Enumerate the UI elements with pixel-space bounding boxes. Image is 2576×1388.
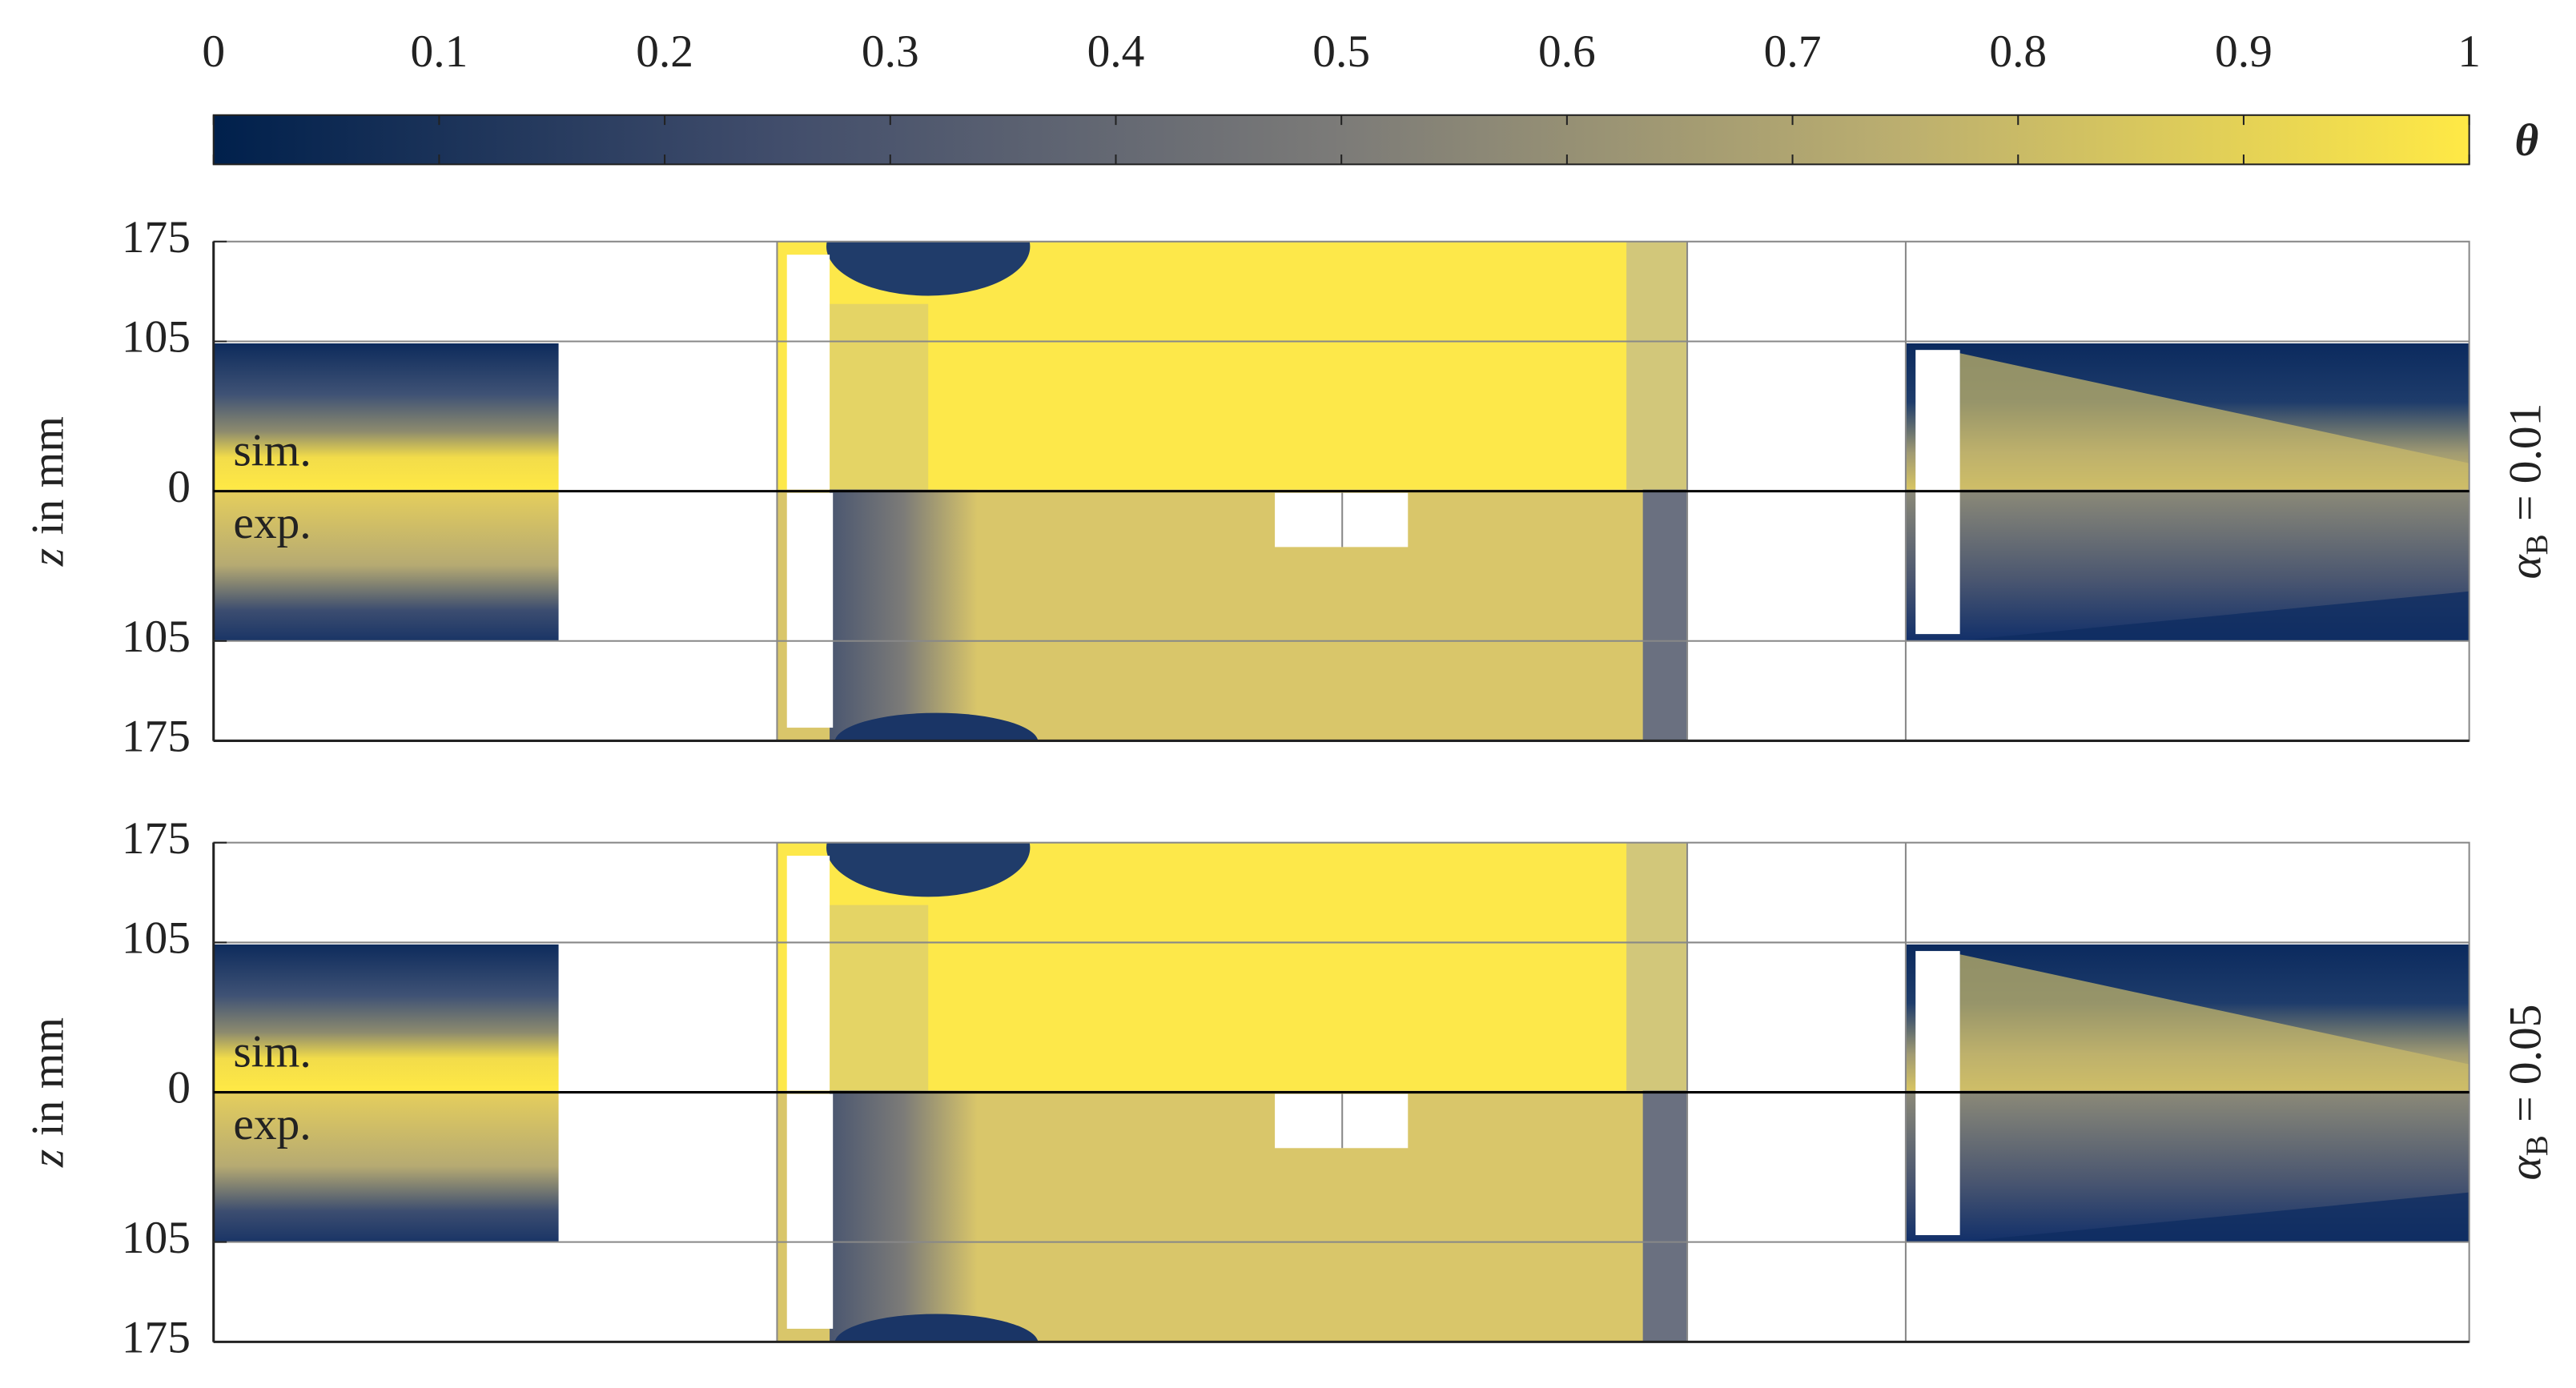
y-tick-label: 105	[122, 1213, 191, 1263]
colorbar-tick-label: 0.1	[411, 26, 468, 77]
y-tick-label: 105	[122, 612, 191, 662]
y-tick-label: 0	[167, 1063, 191, 1113]
colorbar-tick-label: 0.6	[1538, 26, 1596, 77]
annotation: sim.	[233, 426, 311, 476]
y-axis-label: z in mm	[23, 416, 74, 567]
y-tick-label: 175	[122, 1313, 191, 1363]
row-label-subscript: B	[2520, 1135, 2554, 1156]
colorbar-tick-label: 0.8	[1989, 26, 2047, 77]
row-label: αB = 0.05	[2501, 1005, 2554, 1181]
row-label: αB = 0.01	[2501, 403, 2554, 580]
row-label-symbol: α	[2501, 554, 2551, 580]
colorbar-tick-label: 0.2	[636, 26, 693, 77]
y-tick-label: 175	[122, 212, 191, 263]
row-label-symbol: α	[2501, 1154, 2551, 1180]
annotation: exp.	[233, 1099, 311, 1149]
y-axis-label: z in mm	[23, 1017, 74, 1168]
colorbar-tick-label: 0.5	[1312, 26, 1370, 77]
annotation: sim.	[233, 1027, 311, 1077]
colorbar-tick-label: 0	[202, 26, 225, 77]
y-label-text: in mm	[23, 1017, 74, 1136]
y-label-symbol: z	[23, 1149, 74, 1168]
y-tick-label: 175	[122, 813, 191, 864]
row-label-text: = 0.05	[2501, 1005, 2551, 1122]
field-panel	[214, 197, 2470, 772]
colorbar-tick-label: 1	[2457, 26, 2481, 77]
y-tick-label: 105	[122, 312, 191, 363]
y-label-symbol: z	[23, 548, 74, 567]
annotation: exp.	[233, 498, 311, 548]
y-label-text: in mm	[23, 416, 74, 535]
colorbar-tick-label: 0.4	[1087, 26, 1145, 77]
y-tick-label: 0	[167, 462, 191, 512]
colorbar-label: θ	[2515, 115, 2539, 166]
y-tick-label: 175	[122, 712, 191, 762]
y-tick-label: 105	[122, 913, 191, 964]
colorbar-tick-label: 0.7	[1764, 26, 1822, 77]
colorbar-tick-label: 0.9	[2215, 26, 2273, 77]
row-label-subscript: B	[2520, 534, 2554, 555]
field-panel	[214, 798, 2470, 1373]
row-label-text: = 0.01	[2501, 403, 2551, 521]
colorbar-tick-label: 0.3	[862, 26, 919, 77]
